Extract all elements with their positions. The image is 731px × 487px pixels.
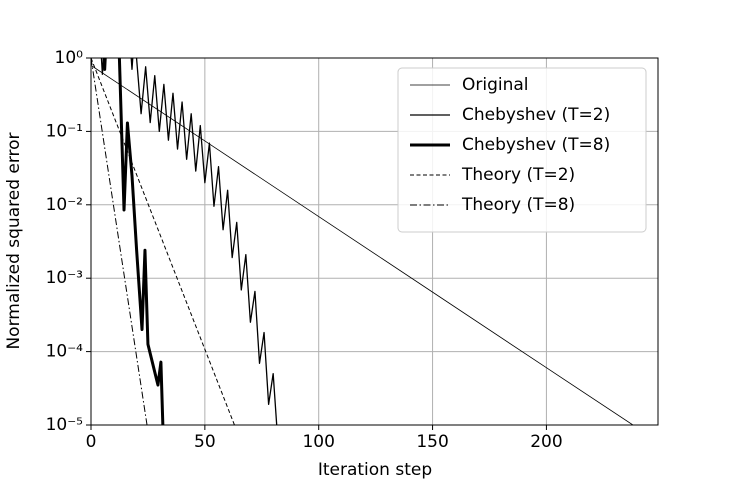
- y-tick-label: 10⁻³: [46, 268, 83, 288]
- x-axis-label: Iteration step: [318, 460, 432, 480]
- legend-label: Theory (T=8): [461, 195, 575, 215]
- series-line: [100, 58, 278, 425]
- series-line: [91, 58, 148, 425]
- y-tick-label: 10⁻⁴: [46, 342, 84, 362]
- y-axis-label: Normalized squared error: [4, 132, 24, 349]
- y-tick-label: 10⁻¹: [46, 121, 83, 141]
- y-tick-label: 10⁰: [55, 48, 84, 68]
- plot-frame: [90, 57, 659, 426]
- legend-label: Original: [462, 75, 529, 95]
- legend-label: Chebyshev (T=2): [462, 105, 610, 125]
- series-line: [91, 65, 634, 425]
- series-line: [102, 58, 165, 425]
- x-tick-label: 50: [194, 432, 216, 452]
- x-tick-label: 100: [302, 432, 334, 452]
- x-tick-label: 200: [530, 432, 562, 452]
- legend-label: Theory (T=2): [461, 165, 575, 185]
- y-tick-label: 10⁻²: [46, 195, 83, 215]
- y-tick-label: 10⁻⁵: [46, 415, 83, 435]
- legend-box: [397, 67, 647, 233]
- x-tick-label: 0: [86, 432, 97, 452]
- legend-label: Chebyshev (T=8): [462, 135, 610, 155]
- x-tick-label: 150: [416, 432, 448, 452]
- series-line: [91, 58, 235, 425]
